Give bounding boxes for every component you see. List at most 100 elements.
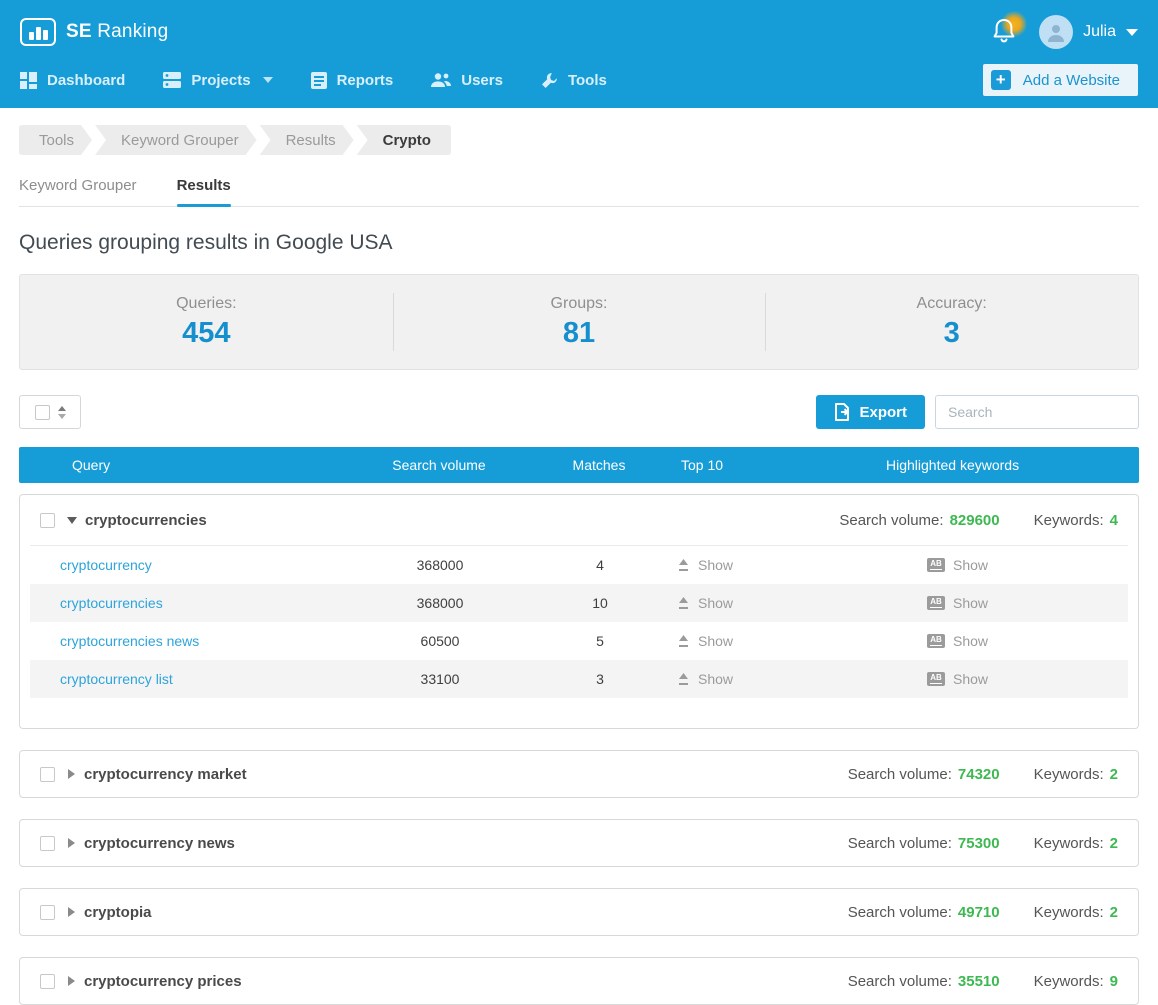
keyword-link[interactable]: cryptocurrencies news (60, 633, 200, 649)
search-volume-cell: 60500 (420, 633, 460, 649)
keywords-value: 4 (1109, 511, 1118, 529)
breadcrumb-results[interactable]: Results (260, 125, 354, 155)
group-checkbox[interactable] (40, 766, 55, 782)
select-all-checkbox[interactable] (34, 404, 50, 420)
breadcrumb-crypto[interactable]: Crypto (356, 125, 451, 155)
tab-bar: Keyword Grouper Results (19, 177, 1139, 207)
stat-groups: Groups: 81 (393, 295, 766, 350)
group-keywords: Keywords: 4 (1034, 512, 1118, 529)
export-icon (835, 403, 850, 421)
group-search-volume: Search volume: 74320 (848, 766, 1000, 783)
column-search-volume: Search volume (392, 457, 486, 473)
nav-item-dashboard[interactable]: Dashboard (20, 71, 126, 89)
expand-caret-icon[interactable] (68, 838, 75, 848)
group-search-volume: Search volume: 49710 (848, 904, 1000, 921)
group-checkbox[interactable] (40, 904, 55, 920)
nav-label: Tools (567, 71, 607, 89)
chevron-down-icon (262, 77, 273, 83)
show-label: Show (953, 595, 989, 611)
expand-caret-icon[interactable] (68, 907, 75, 917)
column-query: Query (72, 457, 111, 473)
search-volume-cell: 368000 (416, 595, 464, 611)
wrench-icon (541, 72, 557, 88)
group-header[interactable]: cryptopia Search volume: 49710 Keywords: 2 (20, 889, 1138, 935)
show-top10-button[interactable]: Show (677, 671, 830, 687)
brand-logo[interactable]: SE Ranking (20, 18, 168, 46)
search-volume-value: 829600 (949, 511, 1000, 529)
show-highlighted-button[interactable]: AB Show (927, 595, 1128, 611)
top10-upload-icon (679, 635, 688, 647)
group-checkbox[interactable] (40, 835, 55, 851)
show-highlighted-button[interactable]: AB Show (927, 557, 1128, 573)
group-checkbox[interactable] (40, 973, 55, 989)
ab-highlight-icon: AB (927, 596, 945, 610)
keywords-label: Keywords: (1033, 972, 1104, 990)
ab-highlight-icon: AB (927, 558, 945, 572)
breadcrumb-tools[interactable]: Tools (19, 125, 92, 155)
group-header[interactable]: cryptocurrencies Search volume: 829600 Ke… (20, 495, 1138, 545)
group-keywords: Keywords: 2 (1034, 766, 1118, 783)
stat-value: 81 (562, 316, 596, 349)
table-row: cryptocurrency list 33100 3 Show AB Show (30, 660, 1128, 698)
group-header[interactable]: cryptocurrency market Search volume: 7432… (20, 751, 1138, 797)
top10-upload-icon (679, 597, 688, 609)
arrow-up-icon[interactable] (57, 405, 66, 411)
group-rows: cryptocurrency 368000 4 Show AB Show cry… (30, 545, 1128, 698)
nav-label: Dashboard (47, 71, 126, 89)
show-top10-button[interactable]: Show (677, 633, 830, 649)
keywords-label: Keywords: (1033, 765, 1104, 783)
toolbar: Export (19, 395, 1139, 429)
nav-item-projects[interactable]: Projects (163, 72, 273, 89)
group-name: cryptocurrency prices (84, 972, 242, 990)
nav-label: Users (461, 71, 503, 89)
table-row: cryptocurrencies 368000 10 Show AB Show (30, 584, 1128, 622)
plus-icon: + (990, 70, 1011, 90)
matches-cell: 4 (596, 557, 604, 573)
export-button[interactable]: Export (816, 395, 925, 429)
notification-dot (1001, 11, 1028, 37)
stats-panel: Queries: 454 Groups: 81 Accuracy: 3 (19, 274, 1139, 370)
arrow-down-icon[interactable] (57, 413, 66, 419)
collapse-caret-icon[interactable] (67, 516, 77, 524)
expand-caret-icon[interactable] (68, 769, 75, 779)
nav-item-reports[interactable]: Reports (310, 71, 393, 89)
show-top10-button[interactable]: Show (677, 595, 830, 611)
group-header[interactable]: cryptocurrency prices Search volume: 3551… (20, 958, 1138, 1004)
matches-cell: 3 (596, 671, 604, 687)
keyword-link[interactable]: cryptocurrency list (60, 671, 173, 687)
breadcrumb-keyword-grouper[interactable]: Keyword Grouper (95, 125, 257, 155)
expand-caret-icon[interactable] (68, 976, 75, 986)
keyword-link[interactable]: cryptocurrency (60, 557, 152, 573)
group-header[interactable]: cryptocurrency news Search volume: 75300 … (20, 820, 1138, 866)
keyword-group-cryptopia: cryptopia Search volume: 49710 Keywords: 2 (19, 888, 1139, 936)
matches-cell: 10 (592, 595, 608, 611)
show-highlighted-button[interactable]: AB Show (927, 633, 1128, 649)
matches-cell: 5 (596, 633, 604, 649)
tab-results[interactable]: Results (176, 177, 231, 207)
group-search-volume: Search volume: 829600 (839, 512, 999, 529)
main-nav: Dashboard Projects Repo (20, 71, 607, 89)
sort-spinner[interactable] (57, 405, 66, 419)
bar-chart-logo-icon (20, 18, 56, 46)
keywords-label: Keywords: (1033, 903, 1104, 921)
stat-queries: Queries: 454 (20, 295, 393, 350)
show-highlighted-button[interactable]: AB Show (927, 671, 1128, 687)
show-top10-button[interactable]: Show (677, 557, 830, 573)
group-checkbox[interactable] (40, 512, 55, 528)
search-volume-label: Search volume: (847, 834, 952, 852)
nav-item-users[interactable]: Users (431, 72, 503, 89)
keyword-link[interactable]: cryptocurrencies (60, 595, 163, 611)
search-input[interactable] (935, 395, 1139, 429)
search-volume-value: 75300 (957, 834, 1000, 852)
stat-label: Queries: (176, 294, 237, 312)
bell-icon (993, 19, 1015, 43)
notifications-bell[interactable] (991, 11, 1028, 47)
add-website-button[interactable]: + Add a Website (982, 64, 1138, 96)
user-menu[interactable]: Julia (1039, 15, 1138, 49)
app-header: SE Ranking Julia (0, 0, 1158, 108)
nav-item-tools[interactable]: Tools (541, 72, 607, 89)
dashboard-icon (20, 71, 37, 89)
column-top10: Top 10 (681, 457, 724, 473)
tab-keyword-grouper[interactable]: Keyword Grouper (19, 177, 137, 194)
stat-label: Accuracy: (916, 294, 987, 312)
